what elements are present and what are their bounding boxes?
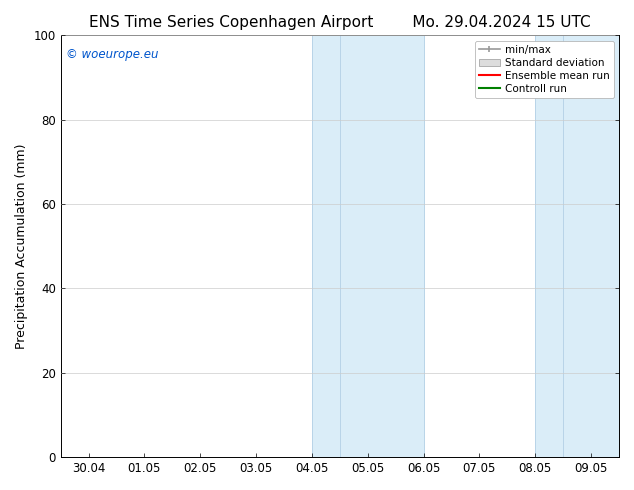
Bar [312, 35, 340, 457]
Y-axis label: Precipitation Accumulation (mm): Precipitation Accumulation (mm) [15, 144, 28, 349]
Bar [535, 35, 563, 457]
Legend: min/max, Standard deviation, Ensemble mean run, Controll run: min/max, Standard deviation, Ensemble me… [475, 41, 614, 98]
Text: © woeurope.eu: © woeurope.eu [66, 48, 158, 61]
Bar [340, 35, 424, 457]
Bar [563, 35, 619, 457]
Title: ENS Time Series Copenhagen Airport        Mo. 29.04.2024 15 UTC: ENS Time Series Copenhagen Airport Mo. 2… [89, 15, 591, 30]
